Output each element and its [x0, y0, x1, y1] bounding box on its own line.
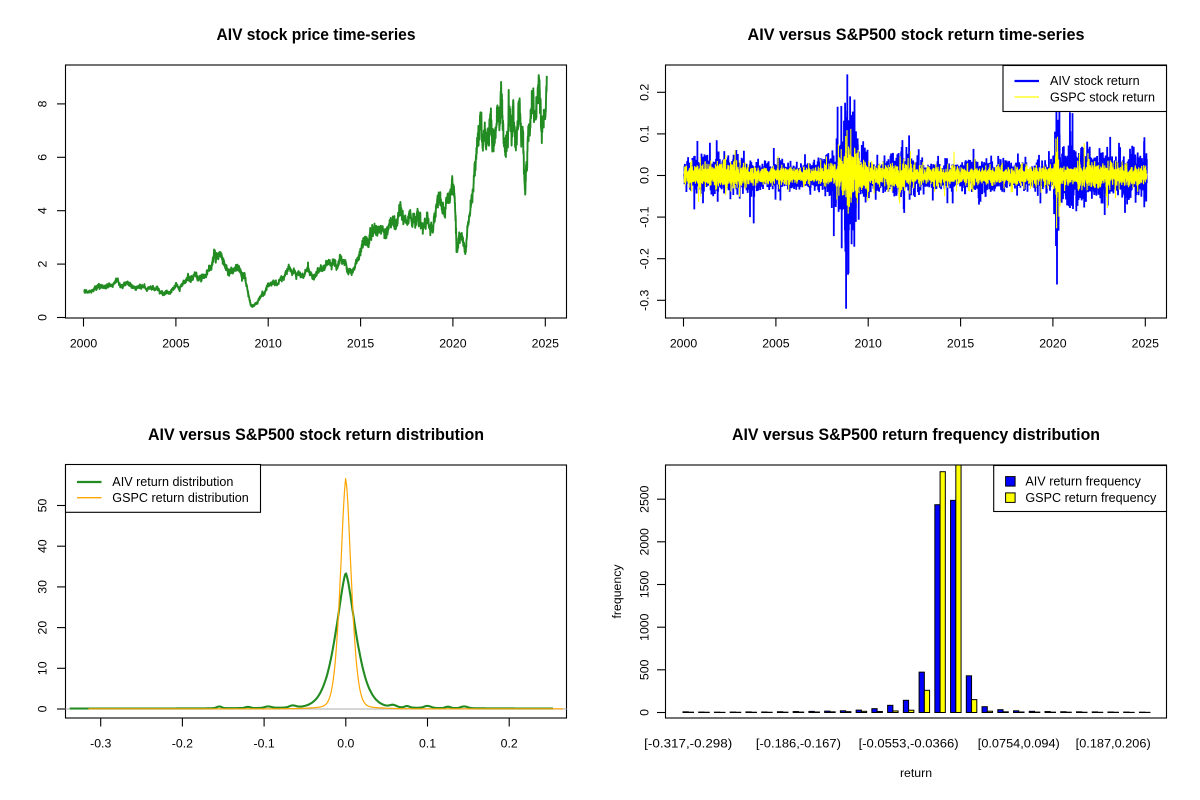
svg-text:[-0.186,-0.167): [-0.186,-0.167): [756, 737, 841, 751]
svg-text:8: 8: [35, 100, 49, 107]
svg-text:0.1: 0.1: [637, 125, 651, 142]
svg-text:2000: 2000: [637, 528, 651, 556]
svg-text:2010: 2010: [255, 337, 283, 351]
svg-text:AIV versus S&P500 stock return: AIV versus S&P500 stock return distribut…: [148, 425, 484, 444]
svg-text:-0.3: -0.3: [90, 737, 111, 751]
svg-text:2500: 2500: [637, 485, 651, 513]
svg-text:GSPC return frequency: GSPC return frequency: [1025, 491, 1157, 505]
svg-text:return: return: [900, 766, 932, 780]
svg-text:2020: 2020: [1039, 337, 1067, 351]
svg-text:AIV stock price time-series: AIV stock price time-series: [217, 25, 416, 44]
svg-text:4: 4: [35, 207, 49, 214]
svg-text:2025: 2025: [532, 337, 560, 351]
svg-text:20: 20: [35, 621, 49, 635]
svg-text:-0.2: -0.2: [637, 248, 651, 269]
svg-text:frequency: frequency: [610, 564, 624, 619]
svg-text:-0.1: -0.1: [637, 206, 651, 227]
svg-text:0: 0: [35, 705, 49, 712]
svg-text:0: 0: [637, 709, 651, 716]
svg-text:-0.1: -0.1: [253, 737, 274, 751]
svg-text:2025: 2025: [1132, 337, 1160, 351]
svg-text:0.0: 0.0: [637, 167, 651, 184]
svg-text:[-0.317,-0.298): [-0.317,-0.298): [644, 737, 732, 751]
svg-text:6: 6: [35, 154, 49, 161]
svg-text:2015: 2015: [947, 337, 975, 351]
svg-text:30: 30: [35, 580, 49, 594]
svg-text:AIV versus S&P500 stock return: AIV versus S&P500 stock return time-seri…: [748, 25, 1085, 44]
svg-text:10: 10: [35, 661, 49, 675]
svg-text:GSPC return distribution: GSPC return distribution: [112, 491, 249, 505]
svg-text:2015: 2015: [347, 337, 375, 351]
svg-text:[-0.0553,-0.0366): [-0.0553,-0.0366): [859, 737, 959, 751]
svg-text:2000: 2000: [670, 337, 698, 351]
svg-text:0.1: 0.1: [419, 737, 436, 751]
svg-text:0.2: 0.2: [637, 84, 651, 101]
svg-text:2010: 2010: [855, 337, 883, 351]
svg-text:40: 40: [35, 539, 49, 553]
svg-text:GSPC stock return: GSPC stock return: [1050, 90, 1155, 104]
svg-text:500: 500: [637, 659, 651, 680]
svg-text:[0.0754,0.094): [0.0754,0.094): [978, 737, 1060, 751]
svg-text:1000: 1000: [637, 613, 651, 641]
svg-text:AIV return distribution: AIV return distribution: [112, 475, 233, 489]
svg-text:2020: 2020: [439, 337, 467, 351]
svg-text:2000: 2000: [70, 337, 98, 351]
svg-text:-0.3: -0.3: [637, 290, 651, 311]
svg-text:2005: 2005: [162, 337, 190, 351]
svg-text:0: 0: [35, 314, 49, 321]
svg-text:AIV versus S&P500 return frequ: AIV versus S&P500 return frequency distr…: [732, 425, 1100, 444]
svg-text:[0.187,0.206): [0.187,0.206): [1076, 737, 1151, 751]
svg-text:2005: 2005: [762, 337, 790, 351]
svg-text:AIV return frequency: AIV return frequency: [1025, 475, 1141, 489]
svg-text:AIV stock return: AIV stock return: [1050, 74, 1140, 88]
svg-text:0.2: 0.2: [501, 737, 518, 751]
svg-text:1500: 1500: [637, 571, 651, 599]
svg-text:2: 2: [35, 261, 49, 268]
svg-text:50: 50: [35, 499, 49, 513]
svg-text:-0.2: -0.2: [172, 737, 193, 751]
svg-text:0.0: 0.0: [337, 737, 354, 751]
